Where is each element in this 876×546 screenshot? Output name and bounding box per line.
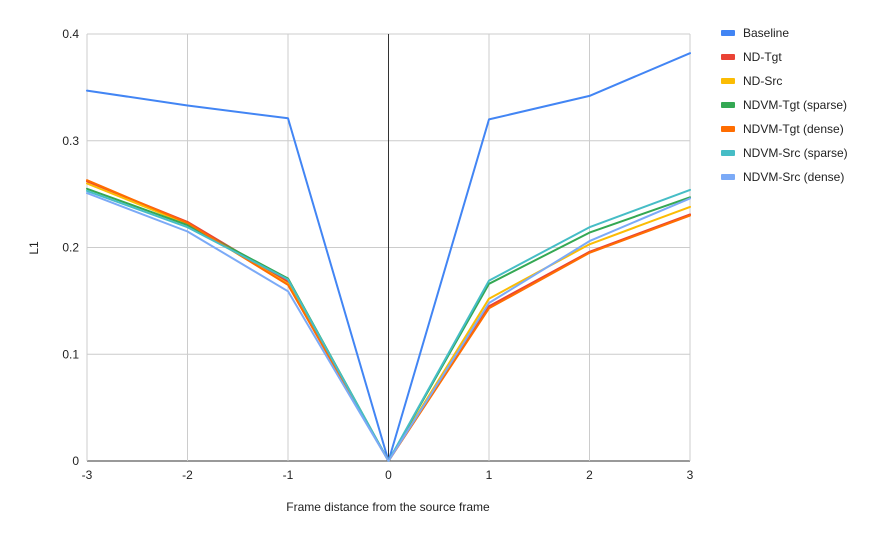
y-tick-label: 0.1 (62, 347, 79, 361)
legend-label: Baseline (743, 26, 789, 40)
y-tick-label: 0 (72, 454, 79, 468)
legend-swatch (721, 78, 735, 84)
x-tick-label: -3 (82, 468, 93, 482)
x-tick-labels: -3 -2 -1 0 1 2 3 (82, 468, 694, 482)
y-axis-title: L1 (27, 241, 41, 255)
legend: Baseline ND-Tgt ND-Src NDVM-Tgt (sparse) NDV… (721, 26, 848, 184)
x-tick-label: 3 (687, 468, 694, 482)
x-tick-label: -1 (283, 468, 294, 482)
legend-label: NDVM-Tgt (sparse) (743, 98, 847, 112)
legend-label: NDVM-Src (sparse) (743, 146, 848, 160)
x-tick-label: 0 (385, 468, 392, 482)
legend-swatch (721, 102, 735, 108)
legend-swatch (721, 126, 735, 132)
x-tick-label: -2 (182, 468, 193, 482)
legend-label: ND-Src (743, 74, 782, 88)
x-axis-title: Frame distance from the source frame (286, 500, 490, 514)
legend-label: NDVM-Tgt (dense) (743, 122, 844, 136)
y-tick-label: 0.2 (62, 241, 79, 255)
legend-label: ND-Tgt (743, 50, 782, 64)
legend-swatch (721, 174, 735, 180)
legend-swatch (721, 150, 735, 156)
x-tick-label: 1 (486, 468, 493, 482)
y-tick-labels: 0 0.1 0.2 0.3 0.4 (62, 27, 79, 468)
y-tick-label: 0.3 (62, 134, 79, 148)
x-tick-label: 2 (586, 468, 593, 482)
series-lines (86, 52, 691, 462)
legend-label: NDVM-Src (dense) (743, 170, 844, 184)
y-tick-label: 0.4 (62, 27, 79, 41)
legend-swatch (721, 30, 735, 36)
legend-swatch (721, 54, 735, 60)
series-line-ndvm-src-dense (86, 192, 691, 462)
